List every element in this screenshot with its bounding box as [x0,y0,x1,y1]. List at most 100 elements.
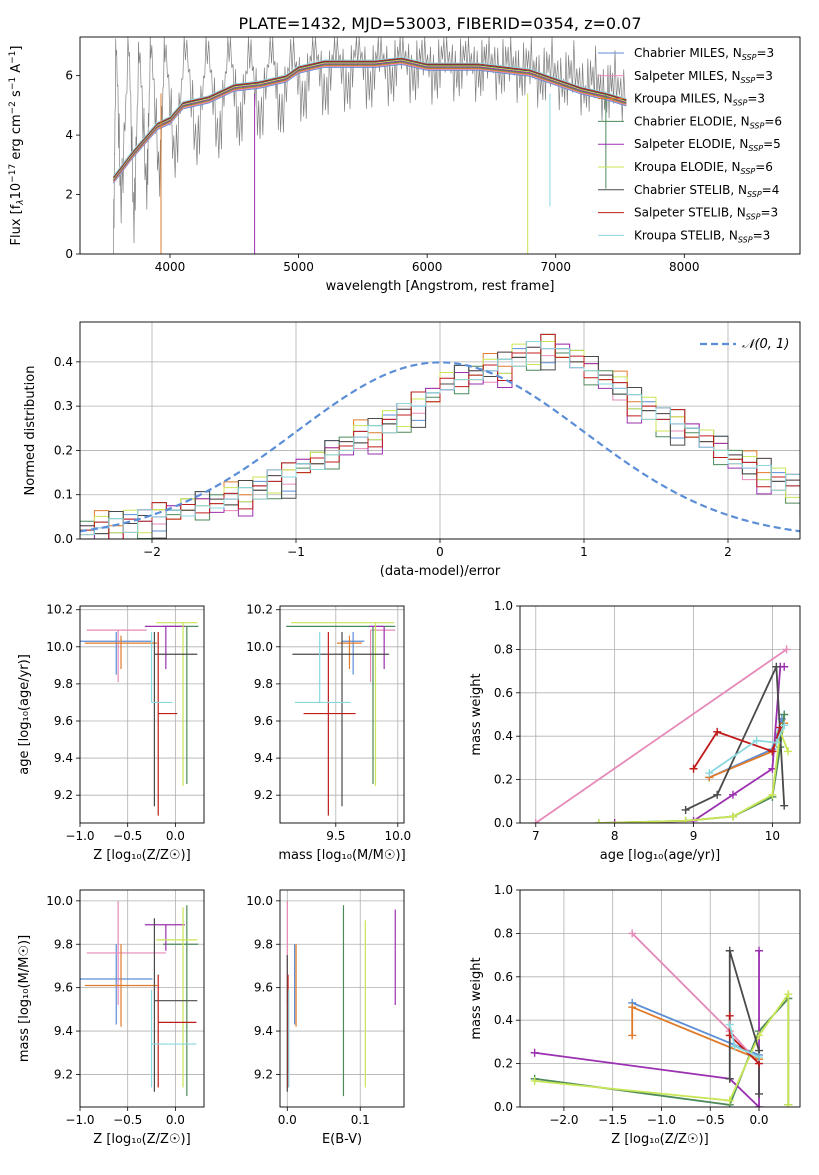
y-tick-label: 9.8 [54,677,73,691]
weight-marker [628,1003,637,1012]
y-tick-label: 0.4 [494,729,513,743]
y-tick-label: 0.0 [54,532,73,546]
y-axis-label: mass [log₁₀(M/M☉)] [17,935,32,1062]
weight-marker [755,946,764,955]
errorbar-point [84,944,158,1027]
spectrum-model-line [113,62,627,182]
x-tick-label: 6000 [412,260,443,274]
x-axis-label: mass [log₁₀(M/M☉)] [278,848,405,863]
y-tick-label: 9.8 [254,937,273,951]
weight-line [598,728,790,823]
normal-curve [80,361,800,533]
spectrum-model-line [113,62,627,183]
x-axis-label: Z [log₁₀(Z/Z☉)] [93,848,190,863]
x-tick-label: −0.5 [113,829,142,843]
weight-line [631,1002,760,1056]
y-tick-label: 9.4 [54,1024,73,1038]
y-tick-label: 6 [65,69,73,83]
y-tick-label: 9.6 [54,714,73,728]
weight-marker [755,1089,764,1098]
weight-marker [755,1031,764,1040]
weight-marker [780,721,789,730]
weight-marker [725,1020,734,1029]
spectrum-model-line [113,60,627,180]
y-tick-label: 9.2 [54,788,73,802]
y-axis-label: mass weight [469,957,484,1039]
weight-vs-Z-axes: −2.0 −1.5 −1.0 −0.5 0.0 0.0 0.2 0.4 0.6 0.8 1.0 Z [… [469,883,800,1147]
errorbar-point [156,907,198,1088]
x-tick-label: 4000 [155,260,186,274]
residuals-legend: 𝒩(0, 1) [700,337,789,352]
spectrum-model-line [113,57,627,178]
errorbar-point [153,631,198,807]
weight-marker [755,1053,764,1062]
weight-marker [530,1048,539,1057]
errorbar-point [303,631,356,816]
errorbar-point [84,635,158,670]
y-tick-label: 4 [65,128,73,142]
y-tick-label: 9.6 [254,981,273,995]
weight-vs-Z-frame [519,889,801,1108]
residuals-axes: −2 −1 0 1 2 0.0 0.1 0.2 0.3 0.4 (data-model)/error… [23,322,800,579]
y-tick-label: 10.0 [246,640,273,654]
legend-entry: Kroupa ELODIE, NSSP=6 [634,160,773,176]
y-axis-label: Normed distribution [23,366,38,496]
y-tick-label: 0.6 [494,686,513,700]
y-tick-label: 10.2 [46,603,73,617]
age-vs-Z-points [80,622,199,816]
x-axis-label: E(B-V) [322,1132,362,1147]
weight-marker [530,1076,539,1085]
y-tick-label: 9.6 [254,714,273,728]
weight-marker [780,801,789,810]
y-tick-label: 0.8 [494,926,513,940]
mass-vs-ebv-axes: 0.0 0.1 9.2 9.4 9.6 9.8 10.0 E(B-V) [246,890,404,1147]
x-tick-label: 0.0 [166,1113,185,1127]
spectrum-model-line [113,56,627,177]
x-tick-label: −2 [143,545,161,559]
errorbar-point [150,989,197,1088]
errorbar-point [291,622,395,786]
weight-line [692,727,782,770]
mass-vs-ebv-points [286,900,396,1097]
weight-marker [681,805,690,814]
histogram-chabrier-elodie [80,333,800,539]
histogram-chabrier-stelib [80,346,800,539]
weight-vs-Z-series [530,929,793,1107]
errorbar-point [294,631,351,704]
errorbar-point [80,944,153,1025]
spectrum-data-line [113,37,626,254]
weight-marker [594,819,603,823]
x-tick-label: 8000 [669,260,700,274]
y-tick-label: 9.2 [254,1067,273,1081]
errorbar-point [342,631,365,675]
y-tick-label: 9.4 [254,1024,273,1038]
x-tick-label: −0.5 [696,1113,725,1127]
weight-marker [772,738,781,747]
age-vs-Z-frame [79,605,205,824]
errorbar-point [153,918,198,1092]
weight-marker [628,929,637,938]
mass-vs-ebv-frame [279,889,405,1108]
spectrum-frame [79,36,801,255]
weight-marker [713,727,722,736]
y-tick-label: 9.8 [54,937,73,951]
errorbar-point [337,635,362,670]
weight-marker [780,710,789,719]
x-tick-label: 7000 [540,260,571,274]
weight-marker [768,790,777,799]
y-tick-label: 0.4 [494,1013,513,1027]
x-tick-label: 0.0 [278,1113,297,1127]
spectrum-model-line [113,59,627,180]
errorbar-point [86,629,147,683]
weight-line [535,648,788,823]
residuals-frame [79,321,801,540]
x-axis-label: Z [log₁₀(Z/Z☉)] [93,1132,190,1147]
mass-vs-Z-frame [79,889,205,1108]
x-tick-label: −1.5 [598,1113,627,1127]
x-tick-label: 8 [611,829,619,843]
age-vs-mass-axes: 9.5 10.0 9.2 9.4 9.6 9.8 10.0 10.2 mass [log₁₀(M… [246,603,411,863]
y-tick-label: 0.2 [54,443,73,457]
weight-marker [752,736,761,745]
y-tick-label: 10.0 [46,894,73,908]
x-tick-label: 10.0 [384,829,411,843]
